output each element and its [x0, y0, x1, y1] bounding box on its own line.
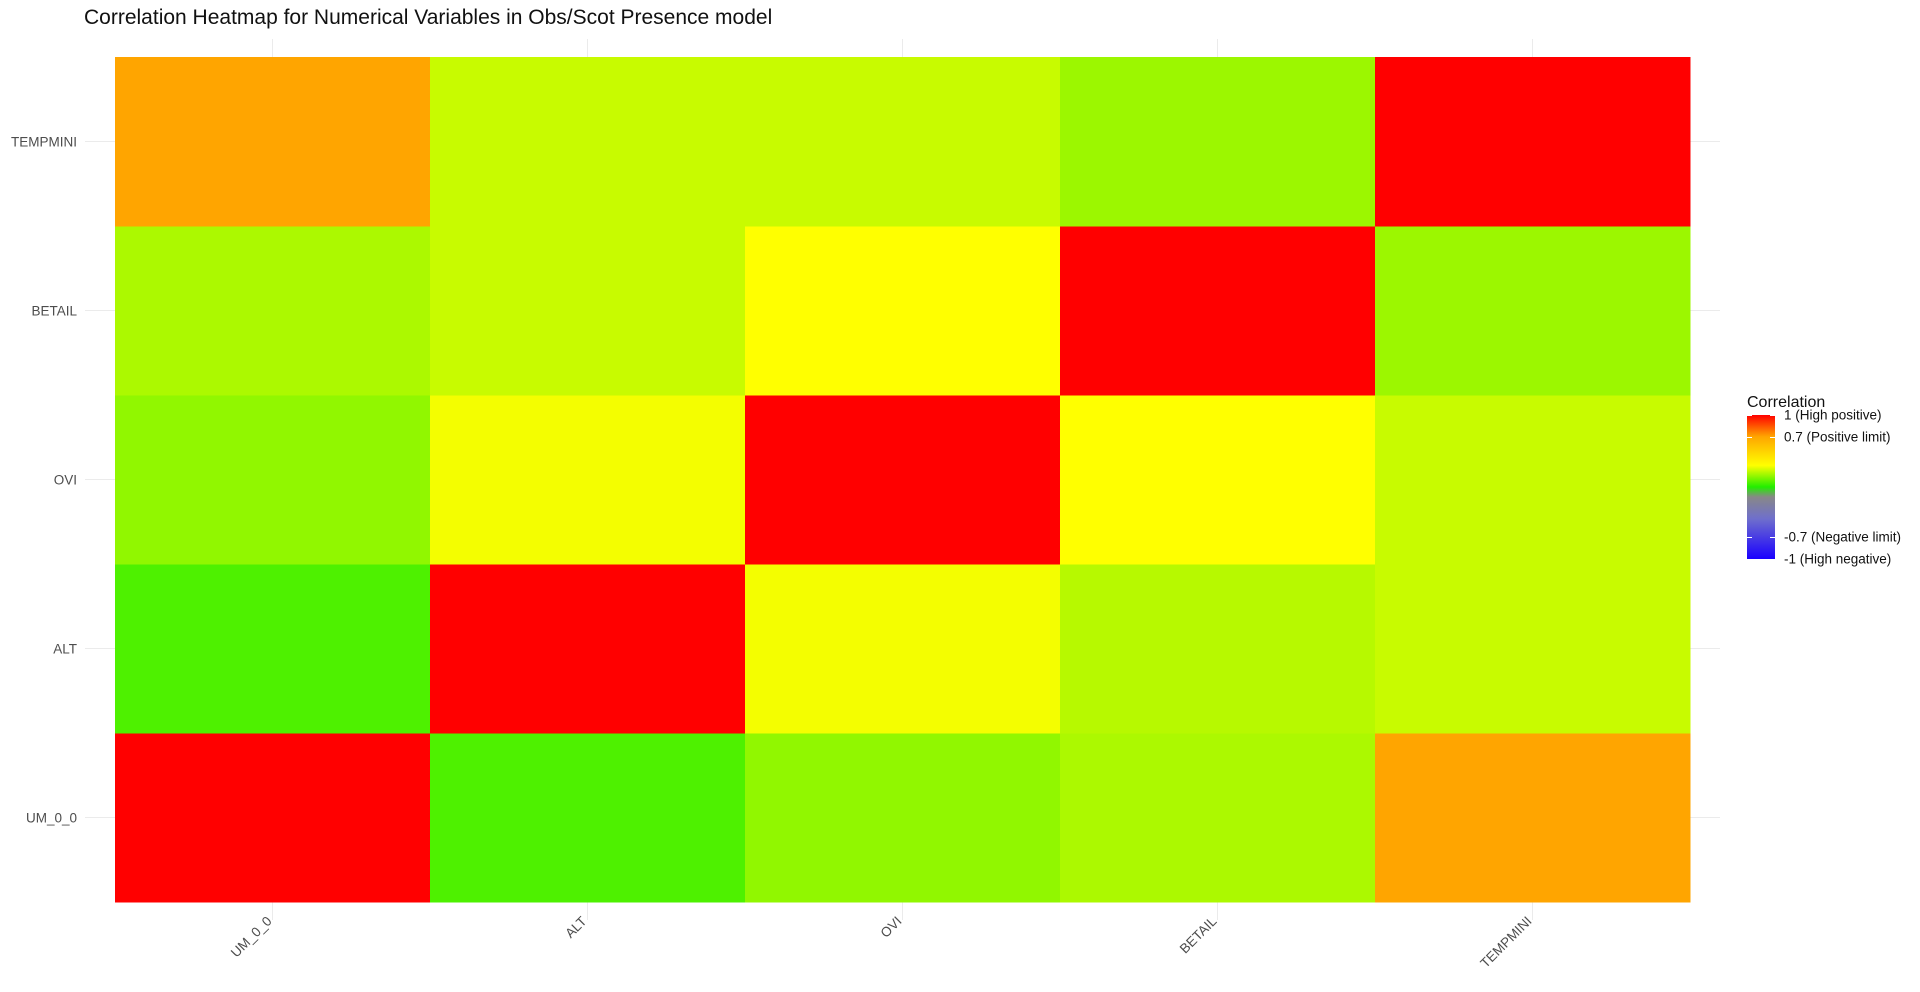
heatmap-cell-TEMPMINI-ALT — [1375, 564, 1691, 734]
heatmap-cell-UM_0_0-OVI — [115, 395, 431, 565]
heatmap-cells — [115, 57, 1691, 903]
heatmap-cell-TEMPMINI-OVI — [1375, 395, 1691, 565]
heatmap-cell-TEMPMINI-UM_0_0 — [1375, 733, 1691, 903]
y-tick-label: TEMPMINI — [11, 135, 77, 150]
x-tick-label: ALT — [562, 914, 589, 941]
heatmap-cell-ALT-ALT — [430, 564, 746, 734]
heatmap-cell-OVI-OVI — [745, 395, 1061, 565]
heatmap-cell-ALT-TEMPMINI — [430, 57, 746, 227]
heatmap-cell-OVI-TEMPMINI — [745, 57, 1061, 227]
heatmap-cell-OVI-ALT — [745, 564, 1061, 734]
y-tick-label: ALT — [53, 642, 77, 657]
x-tick-label: UM_0_0 — [228, 914, 275, 961]
y-axis-labels: UM_0_0 ALT OVI BETAIL TEMPMINI — [11, 135, 77, 826]
legend-break-label: 1 (High positive) — [1784, 407, 1882, 423]
heatmap-cell-BETAIL-OVI — [1060, 395, 1376, 565]
heatmap-cell-BETAIL-ALT — [1060, 564, 1376, 734]
heatmap-cell-ALT-OVI — [430, 395, 746, 565]
x-axis-labels: UM_0_0 ALT OVI BETAIL TEMPMINI — [228, 913, 1535, 971]
heatmap-cell-ALT-BETAIL — [430, 226, 746, 396]
heatmap-cell-OVI-UM_0_0 — [745, 733, 1061, 903]
legend-break-label: 0.7 (Positive limit) — [1784, 429, 1891, 445]
heatmap-cell-UM_0_0-BETAIL — [115, 226, 431, 396]
x-tick-label: BETAIL — [1177, 913, 1220, 956]
heatmap-cell-UM_0_0-TEMPMINI — [115, 57, 431, 227]
legend-break-label: -0.7 (Negative limit) — [1784, 529, 1902, 545]
y-tick-label: UM_0_0 — [26, 811, 77, 826]
legend-title: Correlation — [1747, 394, 1826, 411]
legend-body: 1 (High positive) 0.7 (Positive limit) -0.… — [1747, 408, 1901, 567]
heatmap-cell-TEMPMINI-TEMPMINI — [1375, 57, 1691, 227]
heatmap-cell-TEMPMINI-BETAIL — [1375, 226, 1691, 396]
y-tick-label: OVI — [54, 473, 77, 488]
y-tick-label: BETAIL — [31, 304, 77, 319]
heatmap-cell-BETAIL-TEMPMINI — [1060, 57, 1376, 227]
heatmap-cell-ALT-UM_0_0 — [430, 733, 746, 903]
heatmap-cell-OVI-BETAIL — [745, 226, 1061, 396]
x-tick-label: OVI — [878, 914, 905, 941]
heatmap-cell-UM_0_0-ALT — [115, 564, 431, 734]
chart-title: Correlation Heatmap for Numerical Variab… — [84, 6, 773, 29]
x-tick-label: TEMPMINI — [1477, 914, 1534, 971]
legend-break-label: -1 (High negative) — [1784, 551, 1892, 567]
heatmap-chart: UM_0_0 ALT OVI BETAIL TEMPMINI UM_0_0 ALT OVI B… — [11, 39, 1720, 971]
heatmap-cell-BETAIL-BETAIL — [1060, 226, 1376, 396]
heatmap-cell-UM_0_0-UM_0_0 — [115, 733, 431, 903]
heatmap-cell-BETAIL-UM_0_0 — [1060, 733, 1376, 903]
color-legend: Correlation 1 (High positive) 0.7 (Positi… — [1747, 394, 1901, 567]
legend-colorbar — [1747, 415, 1775, 559]
